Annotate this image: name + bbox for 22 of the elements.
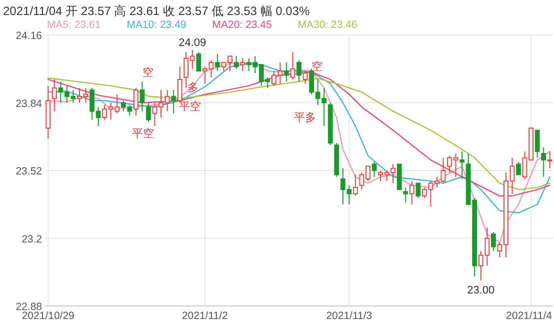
- text: MA30: 23.46: [298, 19, 358, 31]
- y-tick-label: 24.16: [16, 30, 42, 42]
- annotation: 24.09: [178, 36, 206, 49]
- chart-title: 2021/11/04 开 23.57 高 23.61 收 23.57 低 23.53 幅 0.03%: [3, 4, 310, 18]
- x-tick-label: 2021/11/2: [182, 310, 228, 322]
- annotation: 23.00: [467, 284, 495, 297]
- annotation: 空: [142, 66, 154, 79]
- text: MA5: 23.61: [47, 19, 101, 31]
- text: MA20: 23.45: [212, 19, 272, 31]
- y-tick-label: 23.52: [16, 166, 42, 178]
- y-tick-label: 23.2: [22, 233, 42, 246]
- x-tick-label: 2021/11/3: [326, 310, 372, 322]
- annotation: 多: [188, 82, 198, 94]
- annotation: 平多: [294, 112, 316, 124]
- y-tick-label: 22.88: [16, 301, 42, 313]
- x-tick-label: 2021/11/4: [506, 310, 552, 322]
- text: MA10: 23.49: [126, 19, 186, 31]
- annotation: 平空: [132, 127, 154, 140]
- annotation: 空: [312, 60, 322, 73]
- annotation: 平空: [179, 100, 201, 113]
- y-tick-label: 23.84: [16, 98, 42, 110]
- x-tick-label: 2021/10/29: [22, 310, 75, 322]
